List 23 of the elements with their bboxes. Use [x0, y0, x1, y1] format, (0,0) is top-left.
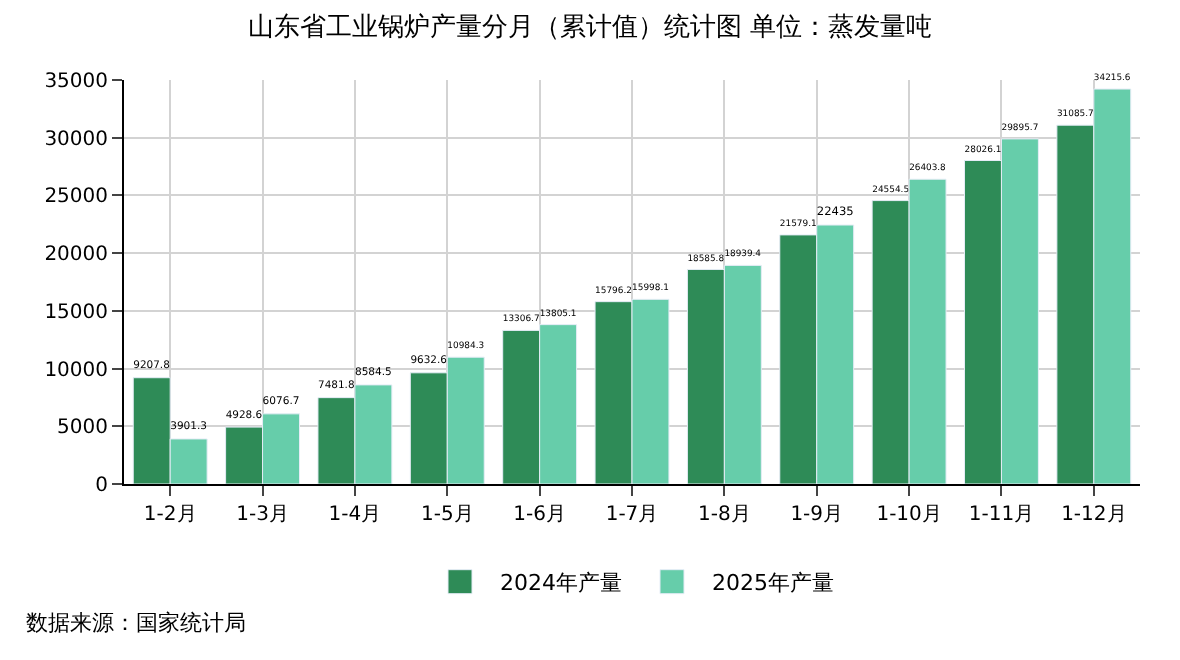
y-tick-label: 35000	[44, 71, 108, 93]
x-tick-label: 1-8月	[698, 504, 751, 526]
legend-label: 2025年产量	[712, 570, 834, 597]
y-tick-label: 5000	[57, 417, 108, 440]
source-note: 数据来源：国家统计局	[26, 610, 246, 636]
x-tick-label: 1-11月	[968, 504, 1035, 526]
x-tick-label: 1-3月	[236, 504, 289, 526]
x-tick-label: 1-10月	[876, 504, 942, 526]
x-tick-label: 1-7月	[605, 504, 659, 526]
y-tick-label: 25000	[44, 186, 108, 209]
chart-title: 山东省工业锅炉产量分月（累计值）统计图 单位：蒸发量吨	[247, 12, 933, 43]
y-tick-label: 0	[95, 475, 108, 497]
y-tick-label: 30000	[44, 128, 108, 151]
x-tick-label: 1-4月	[328, 504, 382, 526]
y-tick-label: 10000	[44, 359, 108, 382]
y-tick-label: 15000	[44, 301, 108, 324]
y-tick-label: 20000	[44, 244, 108, 267]
x-tick-label: 1-9月	[790, 504, 844, 526]
legend-label: 2024年产量	[500, 570, 622, 597]
x-tick-label: 1-5月	[420, 504, 474, 526]
x-tick-label: 1-12月	[1061, 504, 1127, 526]
x-tick-label: 1-6月	[513, 504, 566, 526]
x-tick-label: 1-2月	[143, 504, 197, 526]
